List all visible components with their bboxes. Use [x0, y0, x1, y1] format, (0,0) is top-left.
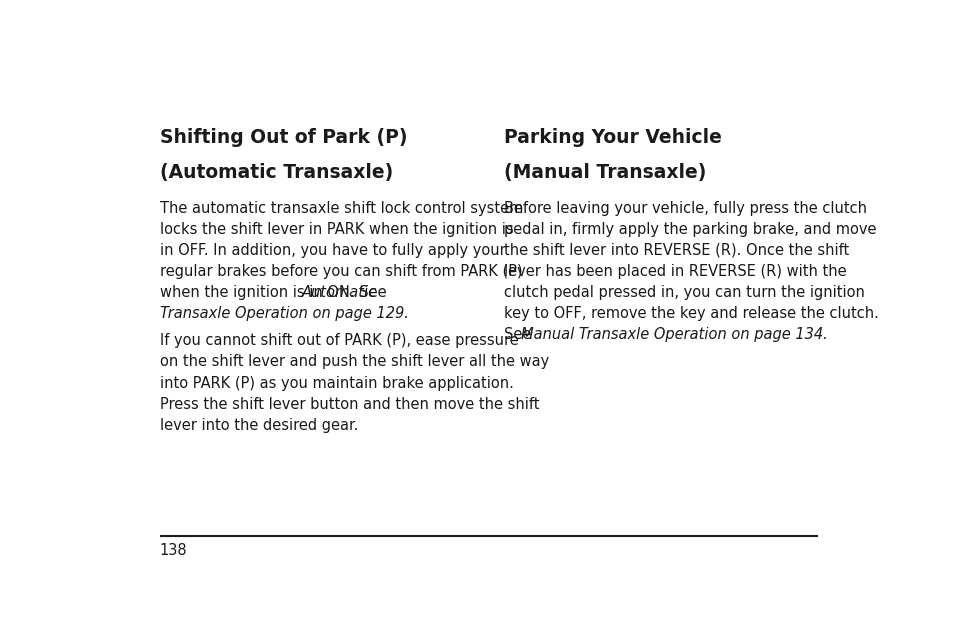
Text: The automatic transaxle shift lock control system: The automatic transaxle shift lock contr… [160, 201, 523, 216]
Text: Transaxle Operation on page 129.: Transaxle Operation on page 129. [160, 306, 409, 321]
Text: Manual Transaxle Operation on page 134.: Manual Transaxle Operation on page 134. [521, 327, 827, 342]
Text: the shift lever into REVERSE (R). Once the shift: the shift lever into REVERSE (R). Once t… [503, 243, 848, 258]
Text: (Automatic Transaxle): (Automatic Transaxle) [160, 163, 393, 183]
Text: into PARK (P) as you maintain brake application.: into PARK (P) as you maintain brake appl… [160, 375, 514, 391]
Text: pedal in, firmly apply the parking brake, and move: pedal in, firmly apply the parking brake… [503, 222, 875, 237]
Text: key to OFF, remove the key and release the clutch.: key to OFF, remove the key and release t… [503, 306, 878, 321]
Text: clutch pedal pressed in, you can turn the ignition: clutch pedal pressed in, you can turn th… [503, 285, 863, 300]
Text: If you cannot shift out of PARK (P), ease pressure: If you cannot shift out of PARK (P), eas… [160, 333, 518, 349]
Text: 138: 138 [160, 543, 188, 558]
Text: when the ignition is in ON. See: when the ignition is in ON. See [160, 285, 391, 300]
Text: lever has been placed in REVERSE (R) with the: lever has been placed in REVERSE (R) wit… [503, 264, 845, 279]
Text: Press the shift lever button and then move the shift: Press the shift lever button and then mo… [160, 397, 538, 411]
Text: Automatic: Automatic [301, 285, 376, 300]
Text: Parking Your Vehicle: Parking Your Vehicle [503, 128, 720, 147]
Text: in OFF. In addition, you have to fully apply your: in OFF. In addition, you have to fully a… [160, 243, 505, 258]
Text: on the shift lever and push the shift lever all the way: on the shift lever and push the shift le… [160, 354, 549, 370]
Text: regular brakes before you can shift from PARK (P): regular brakes before you can shift from… [160, 264, 522, 279]
Text: (Manual Transaxle): (Manual Transaxle) [503, 163, 705, 183]
Text: See: See [503, 327, 536, 342]
Text: Before leaving your vehicle, fully press the clutch: Before leaving your vehicle, fully press… [503, 201, 866, 216]
Text: locks the shift lever in PARK when the ignition is: locks the shift lever in PARK when the i… [160, 222, 513, 237]
Text: Shifting Out of Park (P): Shifting Out of Park (P) [160, 128, 407, 147]
Text: lever into the desired gear.: lever into the desired gear. [160, 418, 358, 432]
